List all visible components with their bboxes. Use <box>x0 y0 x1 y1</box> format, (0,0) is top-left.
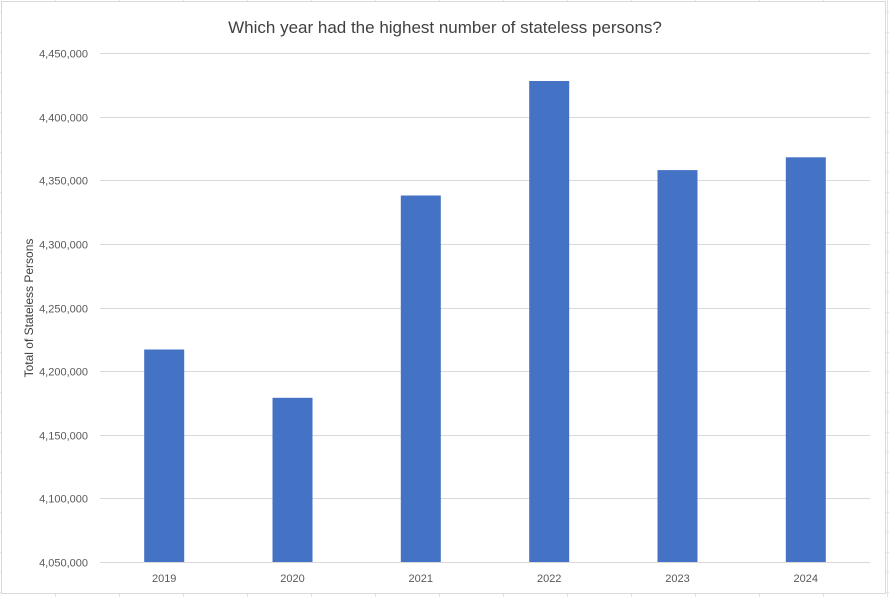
y-tick-label: 4,050,000 <box>39 558 88 570</box>
bar-2024[interactable] <box>785 157 826 563</box>
y-tick-label: 4,350,000 <box>39 176 88 188</box>
gridlines <box>100 53 870 563</box>
chart-title: Which year had the highest number of sta… <box>228 18 662 37</box>
bar-2021[interactable] <box>400 195 441 563</box>
x-tick-label: 2020 <box>280 573 304 585</box>
y-axis-title: Total of Stateless Persons <box>22 239 36 378</box>
x-tick-label: 2019 <box>152 573 176 585</box>
y-tick-label: 4,400,000 <box>39 113 88 125</box>
y-tick-label: 4,150,000 <box>39 431 88 443</box>
bar-2023[interactable] <box>657 170 698 562</box>
y-tick-label: 4,200,000 <box>39 367 88 379</box>
x-tick-label: 2023 <box>665 573 689 585</box>
y-tick-label: 4,250,000 <box>39 304 88 316</box>
y-tick-label: 4,100,000 <box>39 494 88 506</box>
bars <box>144 81 826 563</box>
x-axis-ticks: 2019 2020 2021 2022 2023 2024 <box>152 573 818 585</box>
x-tick-label: 2024 <box>794 573 818 585</box>
bar-2020[interactable] <box>272 397 313 562</box>
y-axis-ticks: 4,050,000 4,100,000 4,150,000 4,200,000 4,25… <box>39 49 88 570</box>
y-tick-label: 4,300,000 <box>39 240 88 252</box>
y-tick-label: 4,450,000 <box>39 49 88 61</box>
bar-2019[interactable] <box>144 349 185 563</box>
x-tick-label: 2021 <box>409 573 433 585</box>
bar-2022[interactable] <box>529 81 570 562</box>
x-tick-label: 2022 <box>537 573 561 585</box>
